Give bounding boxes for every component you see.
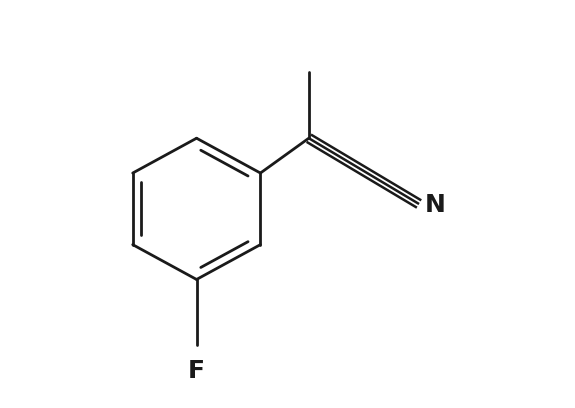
Text: F: F [188,359,205,383]
Text: N: N [425,193,446,217]
